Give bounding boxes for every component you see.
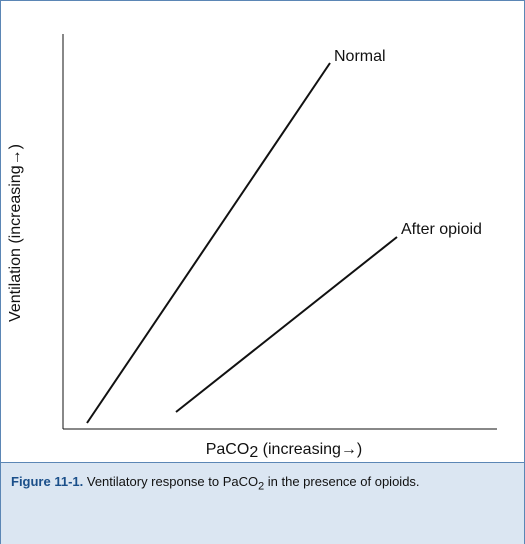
x-label-subscript: 2: [249, 444, 258, 461]
y-axis-label: Ventilation (increasing→): [7, 144, 24, 322]
x-label-rest: (increasing→): [258, 441, 362, 458]
normal-line: [86, 62, 331, 424]
caption-text: Ventilatory response to PaCO: [83, 474, 259, 489]
x-axis-label: PaCO2 (increasing→): [206, 441, 363, 461]
caption: Figure 11-1. Ventilatory response to PaC…: [1, 462, 524, 544]
caption-subscript: 2: [258, 480, 265, 493]
after-opioid-line: [175, 236, 398, 413]
line-label: After opioid: [401, 221, 482, 238]
caption-number: Figure 11-1.: [11, 474, 84, 489]
line-label: Normal: [334, 48, 386, 65]
caption-text: in the presence of opioids.: [264, 474, 420, 489]
x-label-main: PaCO: [206, 441, 250, 458]
plot: Normal After opioid Ventilation (increas…: [7, 34, 497, 461]
